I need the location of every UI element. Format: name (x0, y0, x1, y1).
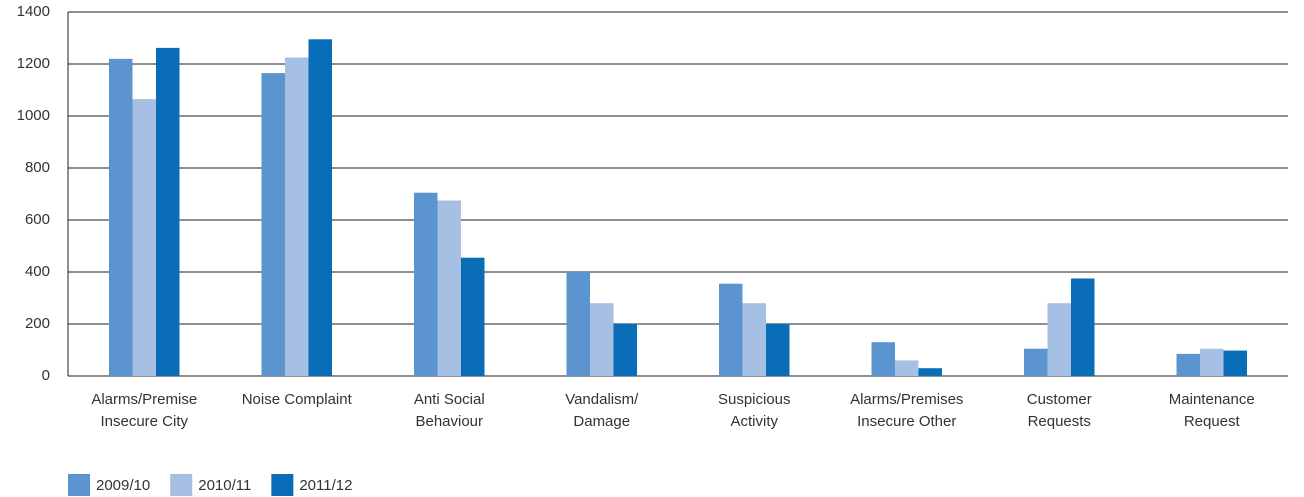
legend-label: 2009/10 (96, 477, 150, 494)
y-tick-label: 1200 (17, 55, 50, 72)
bar (1024, 348, 1048, 376)
bar (1047, 303, 1071, 376)
bar (261, 73, 285, 376)
bar (742, 303, 766, 376)
y-tick-label: 400 (25, 263, 50, 280)
y-tick-label: 600 (25, 211, 50, 228)
y-tick-label: 1400 (17, 3, 50, 20)
x-tick-label: Behaviour (415, 413, 483, 430)
x-tick-label: Customer (1027, 391, 1092, 408)
bar (1176, 353, 1200, 376)
bar (918, 368, 942, 376)
x-tick-label: Requests (1028, 413, 1091, 430)
x-tick-label: Request (1184, 413, 1241, 430)
x-tick-label: Alarms/Premises (850, 391, 963, 408)
x-tick-label: Activity (730, 413, 778, 430)
y-tick-label: 1000 (17, 107, 50, 124)
bar (766, 324, 790, 376)
legend-swatch (271, 474, 294, 496)
bar (1071, 278, 1095, 376)
bar (590, 303, 614, 376)
bar (132, 99, 156, 376)
bar (871, 342, 895, 376)
x-tick-label: Noise Complaint (242, 391, 353, 408)
legend-swatch (170, 474, 193, 496)
y-tick-label: 200 (25, 315, 50, 332)
bar (109, 58, 133, 377)
x-tick-label: Insecure Other (857, 413, 956, 430)
legend-label: 2010/11 (198, 477, 251, 494)
x-tick-label: Alarms/Premise (91, 391, 197, 408)
x-tick-label: Damage (573, 413, 630, 430)
y-tick-label: 800 (25, 159, 50, 176)
x-tick-label: Anti Social (414, 391, 485, 408)
bar (414, 192, 438, 376)
legend-swatch (68, 474, 90, 496)
bar (613, 324, 637, 376)
x-tick-label: Maintenance (1169, 391, 1255, 408)
bar (285, 57, 309, 376)
bar (566, 272, 590, 376)
bar (461, 257, 485, 376)
bar (895, 360, 919, 376)
bar (156, 47, 180, 376)
y-tick-label: 0 (42, 367, 50, 384)
bar (1223, 350, 1247, 376)
x-tick-label: Suspicious (718, 391, 791, 408)
bar (437, 200, 461, 376)
bar (308, 39, 332, 377)
x-tick-label: Vandalism/ (565, 391, 639, 408)
bar (719, 283, 743, 376)
legend-label: 2011/12 (299, 477, 352, 494)
x-tick-label: Insecure City (100, 413, 188, 430)
bar (1200, 348, 1224, 376)
